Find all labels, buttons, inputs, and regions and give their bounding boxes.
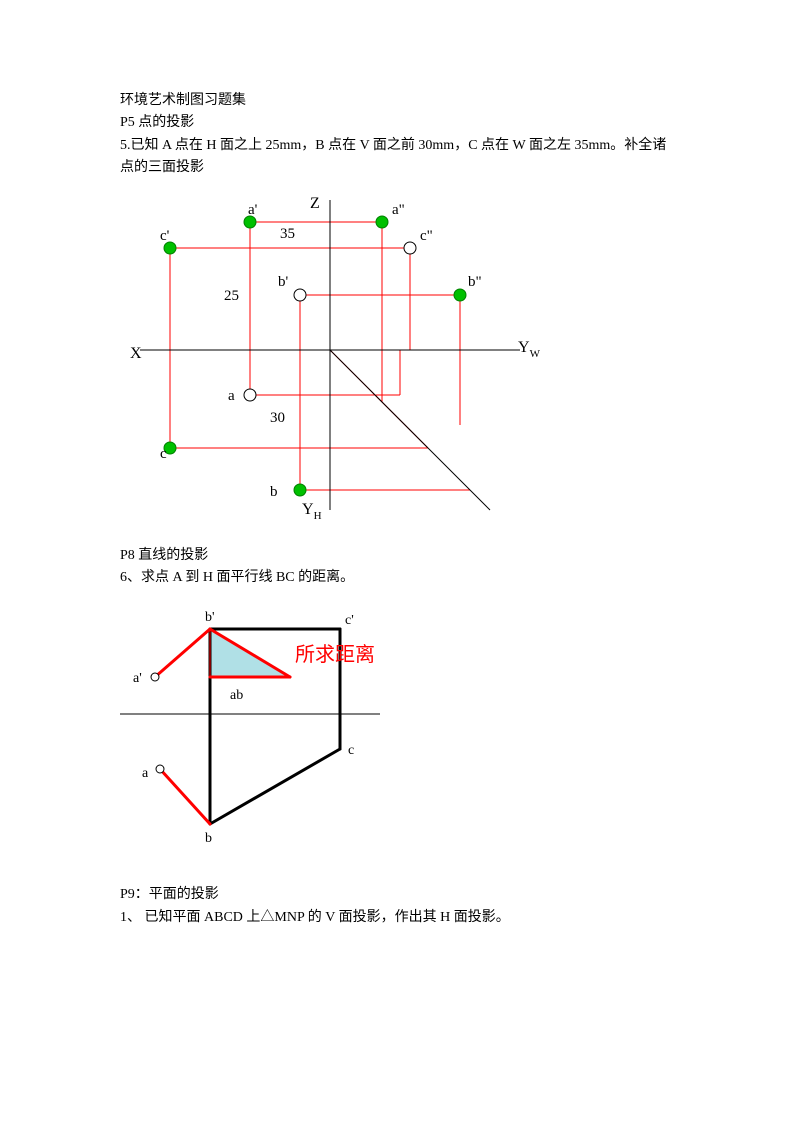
distance-diagram: b' c' a' c b a ab 所求距离 [120,599,420,859]
svg-text:b: b [205,831,212,846]
svg-text:YH: YH [302,501,322,520]
svg-text:c': c' [160,228,170,244]
title: 环境艺术制图习题集 [120,90,680,112]
projection-diagram: Z X YW YH a' a" c' c" b' b" a c b 35 25 30 [120,190,540,520]
svg-text:a: a [228,388,235,404]
svg-text:ab: ab [230,688,243,703]
svg-text:a": a" [392,202,405,218]
svg-text:b": b" [468,274,482,290]
svg-text:c": c" [420,228,433,244]
svg-text:c: c [348,743,354,758]
svg-text:a': a' [133,671,142,686]
diagram-2: b' c' a' c b a ab 所求距离 [120,599,680,864]
svg-text:c': c' [345,613,354,628]
p9-question: 1、 已知平面 ABCD 上△MNP 的 V 面投影，作出其 H 面投影。 [120,907,680,929]
svg-text:X: X [130,345,142,362]
svg-text:b: b [270,484,278,500]
diagram-1: Z X YW YH a' a" c' c" b' b" a c b 35 25 30 [120,190,680,525]
svg-text:a: a [142,766,149,781]
svg-text:b': b' [278,274,289,290]
p5-heading: P5 点的投影 [120,112,680,134]
svg-text:所求距离: 所求距离 [295,643,375,666]
p5-question: 5.已知 A 点在 H 面之上 25mm，B 点在 V 面之前 30mm，C 点… [120,135,680,180]
p8-question: 6、求点 A 到 H 面平行线 BC 的距离。 [120,567,680,589]
svg-text:c: c [160,446,167,462]
svg-text:35: 35 [280,226,295,242]
svg-text:Z: Z [310,195,320,212]
svg-text:YW: YW [518,339,540,360]
svg-text:b': b' [205,610,215,625]
svg-text:a': a' [248,202,258,218]
page-content: 环境艺术制图习题集 P5 点的投影 5.已知 A 点在 H 面之上 25mm，B… [0,0,800,969]
svg-text:25: 25 [224,288,239,304]
svg-text:30: 30 [270,410,285,426]
p8-heading: P8 直线的投影 [120,545,680,567]
p9-heading: P9：平面的投影 [120,884,680,906]
